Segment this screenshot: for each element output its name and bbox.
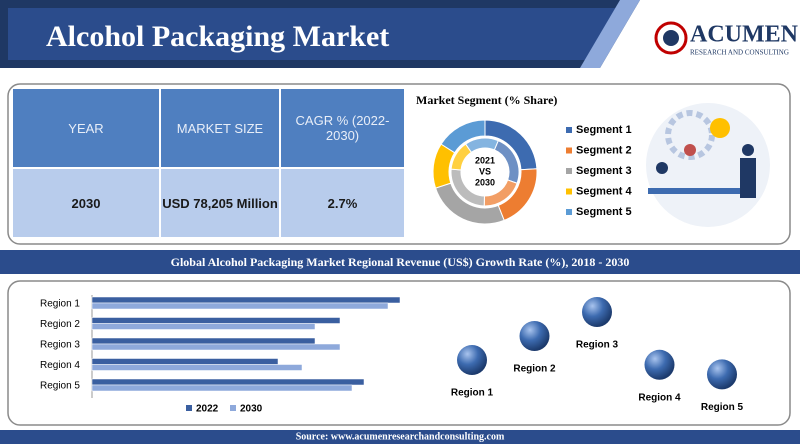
y-tick-label: Region 3	[40, 340, 80, 351]
bubble	[582, 297, 612, 327]
chart-title: Market Segment (% Share)	[416, 93, 557, 107]
bubble-label: Region 1	[451, 388, 494, 399]
source: Source: www.acumenresearchandconsulting.…	[296, 431, 505, 442]
person	[742, 144, 754, 156]
legend-swatch	[566, 168, 572, 174]
bubble	[519, 321, 550, 351]
header-inner	[8, 8, 620, 60]
bar	[91, 378, 365, 386]
bubble	[707, 359, 737, 390]
chart-banner	[0, 250, 800, 274]
bar	[91, 337, 316, 345]
donut-segment	[440, 119, 486, 154]
bar	[91, 317, 341, 324]
legend-label: 2030	[240, 404, 263, 415]
legend-swatch	[566, 188, 572, 195]
bubble-label: Region 5	[701, 402, 744, 413]
legend-swatch	[230, 405, 236, 411]
header-stripe	[580, 0, 640, 68]
legend-label: Segment 2	[576, 144, 632, 156]
bubble-label: Region 3	[576, 340, 619, 351]
table-cell: CAGR % (2022-2030)	[280, 88, 405, 168]
table-cell: 2030	[12, 168, 160, 238]
footer-band	[0, 430, 800, 444]
bar	[91, 343, 341, 351]
bar	[91, 384, 353, 392]
y-tick-label: Region 1	[40, 299, 80, 310]
table-cell: 2.7%	[280, 168, 405, 238]
bar	[91, 364, 303, 371]
legend-swatch	[566, 209, 572, 215]
y-tick-label: Region 2	[40, 319, 80, 330]
legend-swatch	[566, 147, 572, 154]
legend-label: Segment 5	[576, 206, 632, 218]
logo-subtext: RESEARCH AND CONSULTING	[690, 49, 789, 57]
bubble	[457, 345, 487, 375]
illustration	[646, 103, 770, 227]
table-cell: YEAR	[12, 88, 160, 168]
legend-label: 2022	[196, 404, 219, 415]
illustration-bg	[646, 103, 770, 227]
bar	[91, 302, 389, 310]
bar	[91, 296, 401, 304]
donut-center-label: 2021	[475, 155, 495, 165]
table-cell: USD 78,205 Million	[160, 168, 280, 238]
bar	[91, 358, 279, 365]
bulb	[710, 118, 730, 138]
person-body	[740, 158, 756, 198]
page-title: Alcohol Packaging Market	[46, 20, 389, 53]
donut-center	[463, 150, 507, 194]
logo-core	[663, 30, 679, 46]
legend-label: Segment 3	[576, 165, 632, 177]
desk	[648, 188, 753, 194]
logo-icon	[654, 21, 688, 55]
bubble-label: Region 2	[513, 364, 556, 375]
chart-title: Global Alcohol Packaging Market Regional…	[171, 255, 630, 269]
logo-text: ACUMEN	[690, 22, 799, 48]
legend-label: Segment 4	[576, 185, 633, 197]
table-cell: MARKET SIZE	[160, 88, 280, 168]
y-tick-label: Region 5	[40, 381, 80, 392]
y-tick-label: Region 4	[40, 360, 80, 371]
bubble	[644, 349, 675, 380]
donut-segment	[464, 137, 499, 153]
bar	[91, 323, 316, 330]
bubble-label: Region 4	[638, 392, 681, 403]
donut-center-label: VS	[479, 166, 491, 176]
donut-center-label: 2030	[475, 177, 495, 187]
legend-swatch	[566, 127, 572, 133]
person	[684, 144, 696, 156]
person	[656, 162, 668, 174]
gear	[665, 110, 715, 160]
legend-swatch	[186, 405, 192, 411]
legend-label: Segment 1	[576, 124, 632, 136]
